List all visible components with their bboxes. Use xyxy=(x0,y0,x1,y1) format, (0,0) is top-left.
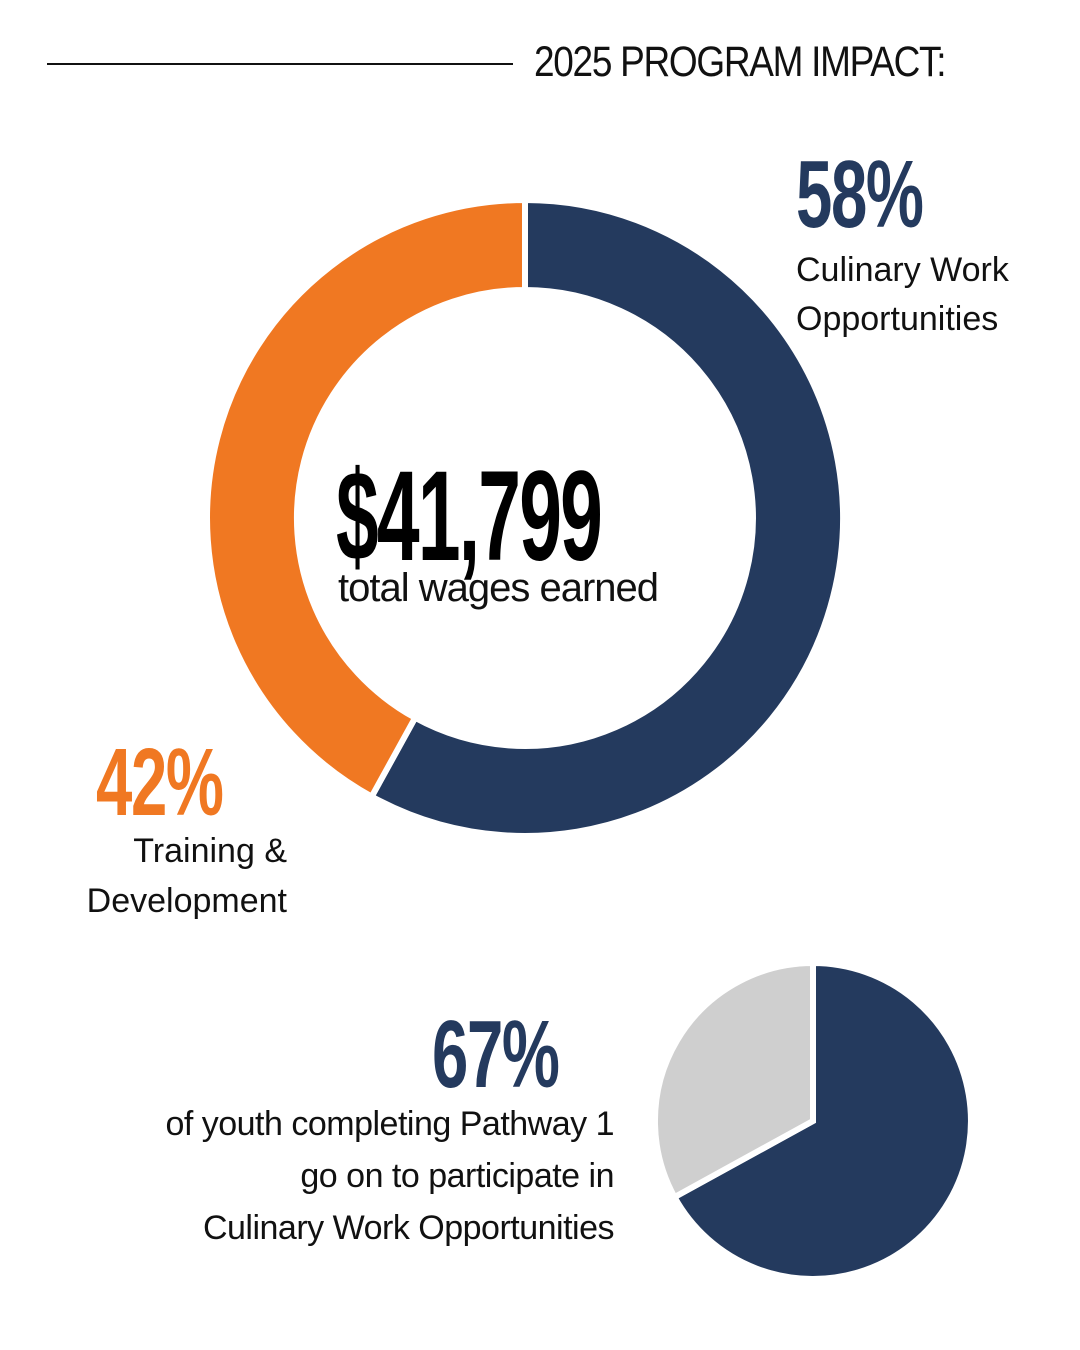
pathway-label-line-2: go on to participate in xyxy=(300,1157,614,1195)
culinary-label-line-2: Opportunities xyxy=(796,300,999,338)
pathway-label: of youth completing Pathway 1 go on to p… xyxy=(165,1098,614,1254)
pie-segment-other xyxy=(651,959,816,1202)
culinary-label-line-1: Culinary Work xyxy=(796,251,1009,289)
training-label-line-2: Development xyxy=(86,882,287,920)
culinary-percent: 58% xyxy=(796,141,924,248)
pathway-percent: 67% xyxy=(432,1001,560,1108)
culinary-label: Culinary Work Opportunities xyxy=(796,246,1009,344)
pie-segment-participating xyxy=(670,959,974,1282)
pathway-label-line-1: of youth completing Pathway 1 xyxy=(165,1105,614,1143)
training-percent: 42% xyxy=(96,729,224,836)
training-label: Training & Development xyxy=(87,826,287,926)
pathway-label-line-3: Culinary Work Opportunities xyxy=(202,1209,615,1247)
donut-segment-culinary xyxy=(367,196,846,839)
total-wages-amount: $41,799 xyxy=(336,445,603,588)
header-rule xyxy=(47,63,513,65)
page-title: 2025 PROGRAM IMPACT: xyxy=(534,38,947,86)
training-label-line-1: Training & xyxy=(133,832,287,870)
donut-segment-training xyxy=(204,196,528,801)
total-wages-label: total wages earned xyxy=(338,566,659,610)
